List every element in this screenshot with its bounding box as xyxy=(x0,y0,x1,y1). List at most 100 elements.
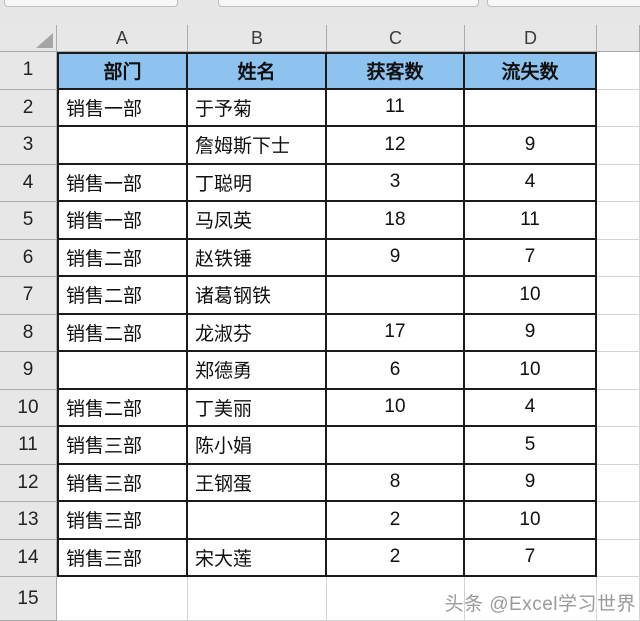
cell-C6[interactable]: 9 xyxy=(327,239,465,277)
cell-B9[interactable]: 郑德勇 xyxy=(188,352,327,390)
cell-D10[interactable]: 4 xyxy=(465,389,597,427)
cell-B12[interactable]: 王钢蛋 xyxy=(188,464,327,502)
column-header-partial[interactable] xyxy=(597,25,640,52)
cell-C9[interactable]: 6 xyxy=(327,352,465,390)
cell-D9[interactable]: 10 xyxy=(465,352,597,390)
cell-A9[interactable] xyxy=(57,352,188,390)
row-header-7[interactable]: 7 xyxy=(0,277,57,315)
cell-E7[interactable] xyxy=(597,277,640,315)
column-header-A[interactable]: A xyxy=(57,25,188,52)
cell-A10[interactable]: 销售二部 xyxy=(57,389,188,427)
cell-D5[interactable]: 11 xyxy=(465,202,597,240)
cell-B6[interactable]: 赵铁锤 xyxy=(188,239,327,277)
cell-E11[interactable] xyxy=(597,427,640,465)
row-header-4[interactable]: 4 xyxy=(0,164,57,202)
cell-A13[interactable]: 销售三部 xyxy=(57,502,188,540)
cell-E4[interactable] xyxy=(597,164,640,202)
cell-B2[interactable]: 于予菊 xyxy=(188,89,327,127)
cell-D3[interactable]: 9 xyxy=(465,127,597,165)
cell-E9[interactable] xyxy=(597,352,640,390)
cell-C12[interactable]: 8 xyxy=(327,464,465,502)
cell-A5[interactable]: 销售一部 xyxy=(57,202,188,240)
cell-A12[interactable]: 销售三部 xyxy=(57,464,188,502)
cell-C5[interactable]: 18 xyxy=(327,202,465,240)
cell-B7[interactable]: 诸葛钢铁 xyxy=(188,277,327,315)
column-header-D[interactable]: D xyxy=(465,25,597,52)
cell-C15[interactable] xyxy=(327,577,465,621)
toolbar-box xyxy=(487,0,640,7)
cell-B13[interactable] xyxy=(188,502,327,540)
cell-C14[interactable]: 2 xyxy=(327,539,465,577)
row-header-11[interactable]: 11 xyxy=(0,427,57,465)
cell-D1[interactable]: 流失数 xyxy=(465,52,597,90)
cell-D11[interactable]: 5 xyxy=(465,427,597,465)
row-header-13[interactable]: 13 xyxy=(0,502,57,540)
cell-A6[interactable]: 销售二部 xyxy=(57,239,188,277)
cell-A11[interactable]: 销售三部 xyxy=(57,427,188,465)
cell-E8[interactable] xyxy=(597,314,640,352)
cell-D12[interactable]: 9 xyxy=(465,464,597,502)
row-header-10[interactable]: 10 xyxy=(0,389,57,427)
cell-A8[interactable]: 销售二部 xyxy=(57,314,188,352)
cell-A3[interactable] xyxy=(57,127,188,165)
cell-D2[interactable] xyxy=(465,89,597,127)
row-header-5[interactable]: 5 xyxy=(0,202,57,240)
row-header-1[interactable]: 1 xyxy=(0,52,57,90)
row-header-2[interactable]: 2 xyxy=(0,89,57,127)
cell-C7[interactable] xyxy=(327,277,465,315)
cell-E3[interactable] xyxy=(597,127,640,165)
cell-B14[interactable]: 宋大莲 xyxy=(188,539,327,577)
cell-A2[interactable]: 销售一部 xyxy=(57,89,188,127)
column-header-C[interactable]: C xyxy=(327,25,465,52)
cell-D13[interactable]: 10 xyxy=(465,502,597,540)
cell-A4[interactable]: 销售一部 xyxy=(57,164,188,202)
cell-C4[interactable]: 3 xyxy=(327,164,465,202)
cell-D8[interactable]: 9 xyxy=(465,314,597,352)
row-header-6[interactable]: 6 xyxy=(0,239,57,277)
cell-C2[interactable]: 11 xyxy=(327,89,465,127)
cell-A7[interactable]: 销售二部 xyxy=(57,277,188,315)
cell-B3[interactable]: 詹姆斯下士 xyxy=(188,127,327,165)
cell-B1[interactable]: 姓名 xyxy=(188,52,327,90)
cell-B5[interactable]: 马凤英 xyxy=(188,202,327,240)
row-header-12[interactable]: 12 xyxy=(0,464,57,502)
row-header-9[interactable]: 9 xyxy=(0,352,57,390)
row-header-15[interactable]: 15 xyxy=(0,577,57,621)
cell-D14[interactable]: 7 xyxy=(465,539,597,577)
cell-D7[interactable]: 10 xyxy=(465,277,597,315)
cell-E13[interactable] xyxy=(597,502,640,540)
cell-B4[interactable]: 丁聪明 xyxy=(188,164,327,202)
column-header-B[interactable]: B xyxy=(188,25,327,52)
row-header-14[interactable]: 14 xyxy=(0,539,57,577)
cell-B10[interactable]: 丁美丽 xyxy=(188,389,327,427)
cell-B8[interactable]: 龙淑芬 xyxy=(188,314,327,352)
cell-C10[interactable]: 10 xyxy=(327,389,465,427)
cell-C1[interactable]: 获客数 xyxy=(327,52,465,90)
cell-E5[interactable] xyxy=(597,202,640,240)
cell-E1[interactable] xyxy=(597,52,640,90)
cell-B15[interactable] xyxy=(188,577,327,621)
cell-E12[interactable] xyxy=(597,464,640,502)
cell-E15[interactable] xyxy=(597,577,640,621)
row-header-3[interactable]: 3 xyxy=(0,127,57,165)
select-all-corner[interactable] xyxy=(0,25,57,52)
cell-C13[interactable]: 2 xyxy=(327,502,465,540)
row-header-8[interactable]: 8 xyxy=(0,314,57,352)
cell-A14[interactable]: 销售三部 xyxy=(57,539,188,577)
spreadsheet-grid: A B C D 1 部门 姓名 获客数 流失数 2 销售一部 于予菊 11 3 … xyxy=(0,25,640,621)
cell-D15[interactable] xyxy=(465,577,597,621)
cell-E2[interactable] xyxy=(597,89,640,127)
cell-C11[interactable] xyxy=(327,427,465,465)
cell-B11[interactable]: 陈小娟 xyxy=(188,427,327,465)
cell-E6[interactable] xyxy=(597,239,640,277)
cell-E14[interactable] xyxy=(597,539,640,577)
cell-C8[interactable]: 17 xyxy=(327,314,465,352)
cell-E10[interactable] xyxy=(597,389,640,427)
cell-A1[interactable]: 部门 xyxy=(57,52,188,90)
cell-C3[interactable]: 12 xyxy=(327,127,465,165)
cell-A15[interactable] xyxy=(57,577,188,621)
cell-D6[interactable]: 7 xyxy=(465,239,597,277)
cell-D4[interactable]: 4 xyxy=(465,164,597,202)
toolbar-box xyxy=(4,0,178,7)
